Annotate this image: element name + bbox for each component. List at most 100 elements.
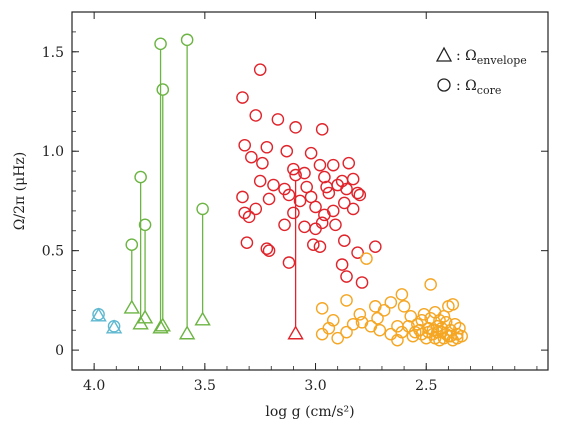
data-point-circle [433, 313, 446, 327]
data-point-circle [238, 206, 251, 220]
data-point-circle [340, 294, 353, 307]
data-point-circle [415, 313, 429, 327]
data-point-circle [138, 218, 152, 232]
data-point-circle [453, 321, 466, 335]
data-point-circle [282, 188, 296, 202]
data-point-circle [304, 146, 318, 160]
data-point-circle [446, 298, 460, 311]
data-point-circle [280, 144, 294, 158]
data-point-circle [329, 218, 342, 232]
data-point-circle [424, 278, 437, 291]
data-point-circle [408, 325, 422, 339]
data-point-triangle [152, 319, 169, 334]
data-point-circle [262, 244, 276, 257]
data-point-circle [331, 331, 344, 345]
data-point-circle [125, 238, 139, 251]
y-axis-title: Ω/2π (μHz) [12, 152, 28, 231]
data-point-circle [322, 186, 336, 200]
data-point-circle [404, 309, 418, 323]
data-point-triangle [123, 299, 140, 314]
data-point-circle [309, 200, 322, 214]
data-point-circle [419, 331, 433, 345]
data-point-circle [298, 166, 311, 180]
data-point-circle [355, 315, 369, 329]
data-point-triangle [90, 307, 107, 322]
data-point-circle [249, 202, 263, 216]
data-point-circle [391, 333, 404, 347]
data-point-circle [196, 202, 209, 216]
x-tick-label: 3.0 [304, 378, 326, 394]
data-point-circle [397, 300, 411, 313]
data-point-circle [351, 186, 364, 200]
data-point-circle [180, 33, 194, 47]
data-point-triangle [194, 311, 211, 326]
data-point-circle [287, 162, 300, 176]
data-point-circle [249, 109, 263, 122]
data-point-circle [326, 204, 340, 218]
data-point-circle [245, 150, 258, 164]
y-tick-label: 1.0 [42, 144, 64, 160]
data-point-circle [315, 302, 329, 315]
data-point-triangle [136, 309, 154, 324]
x-axis-title: log g (cm/s²) [265, 404, 354, 420]
data-point-circle [289, 121, 302, 134]
data-point-circle [395, 288, 409, 301]
data-point-circle [353, 308, 367, 321]
data-point-circle [450, 331, 464, 345]
data-point-circle [326, 158, 340, 172]
data-point-circle [253, 174, 267, 188]
data-point-circle [351, 246, 364, 259]
data-point-circle [260, 242, 274, 255]
data-point-circle [342, 156, 356, 170]
data-point-triangle [287, 325, 304, 340]
data-point-circle [318, 170, 331, 184]
data-point-circle [260, 140, 274, 154]
data-point-circle [293, 194, 307, 208]
x-tick-label: 3.5 [194, 378, 216, 394]
data-point-circle [236, 91, 249, 104]
data-point-circle [340, 270, 353, 283]
data-point-circle [315, 327, 329, 341]
data-point-circle [346, 172, 360, 186]
data-point-circle [415, 327, 429, 341]
data-point-triangle [178, 325, 196, 340]
y-tick-label: 0 [55, 343, 64, 359]
data-point-circle [338, 196, 351, 210]
data-point-circle [431, 325, 444, 339]
data-point-circle [448, 317, 462, 331]
data-point-circle [156, 83, 170, 96]
data-point-circle [313, 158, 327, 172]
data-point-circle [340, 325, 353, 339]
data-point-circle [371, 311, 384, 325]
legend-triangle-icon [435, 46, 453, 62]
y-tick-label: 1.5 [42, 45, 64, 61]
data-point-circle [360, 252, 373, 265]
y-tick-label: 0.5 [42, 244, 64, 260]
x-tick-label: 2.5 [415, 378, 437, 394]
legend-label: : Ωcore [456, 78, 501, 97]
x-tick-label: 4.0 [83, 378, 105, 394]
data-point-circle [355, 276, 369, 289]
data-point-circle [262, 192, 276, 206]
data-point-circle [373, 323, 387, 337]
legend-label: : Ωenvelope [456, 48, 527, 67]
data-point-circle [315, 216, 329, 230]
data-point-circle [154, 37, 167, 51]
legend-circle-icon [437, 78, 451, 92]
data-point-circle [282, 256, 296, 269]
data-point-circle [236, 190, 249, 204]
data-point-circle [307, 238, 320, 251]
data-point-circle [340, 182, 353, 196]
data-point-circle [346, 317, 360, 331]
data-point-circle [253, 63, 267, 76]
data-point-circle [289, 168, 302, 182]
data-point-triangle [105, 319, 123, 334]
data-point-circle [384, 296, 398, 309]
data-point-circle [238, 138, 251, 152]
data-point-circle [377, 304, 391, 317]
data-point-circle [287, 206, 300, 220]
data-point-triangle [154, 317, 171, 332]
data-point-circle [315, 123, 329, 136]
data-point-circle [346, 202, 360, 216]
